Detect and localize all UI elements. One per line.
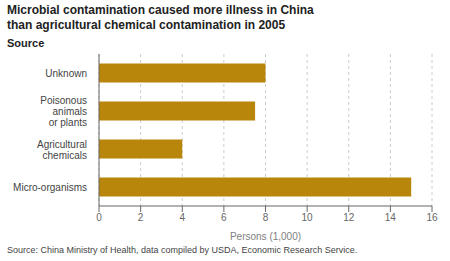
svg-text:8: 8 — [263, 212, 269, 223]
svg-text:12: 12 — [343, 212, 355, 223]
svg-text:4: 4 — [179, 212, 185, 223]
svg-text:Agriculturalchemicals: Agriculturalchemicals — [37, 138, 87, 160]
html-text:Microbial contamination caused: Microbial contamination caused more illn… — [7, 3, 314, 32]
svg-text:2: 2 — [138, 212, 144, 223]
svg-text:Persons (1,000): Persons (1,000) — [230, 231, 301, 242]
svg-text:Unknown: Unknown — [45, 68, 87, 79]
svg-text:16: 16 — [426, 212, 438, 223]
svg-text:14: 14 — [385, 212, 397, 223]
svg-text:Micro-organisms: Micro-organisms — [13, 182, 87, 193]
html-text:Source: China Ministry of Heal: Source: China Ministry of Health, data c… — [7, 245, 358, 255]
svg-text:Poisonousanimalsor plants: Poisonousanimalsor plants — [40, 95, 87, 128]
html-text:Source: Source — [7, 37, 45, 49]
svg-text:0: 0 — [96, 212, 102, 223]
svg-text:10: 10 — [302, 212, 314, 223]
svg-text:6: 6 — [221, 212, 227, 223]
